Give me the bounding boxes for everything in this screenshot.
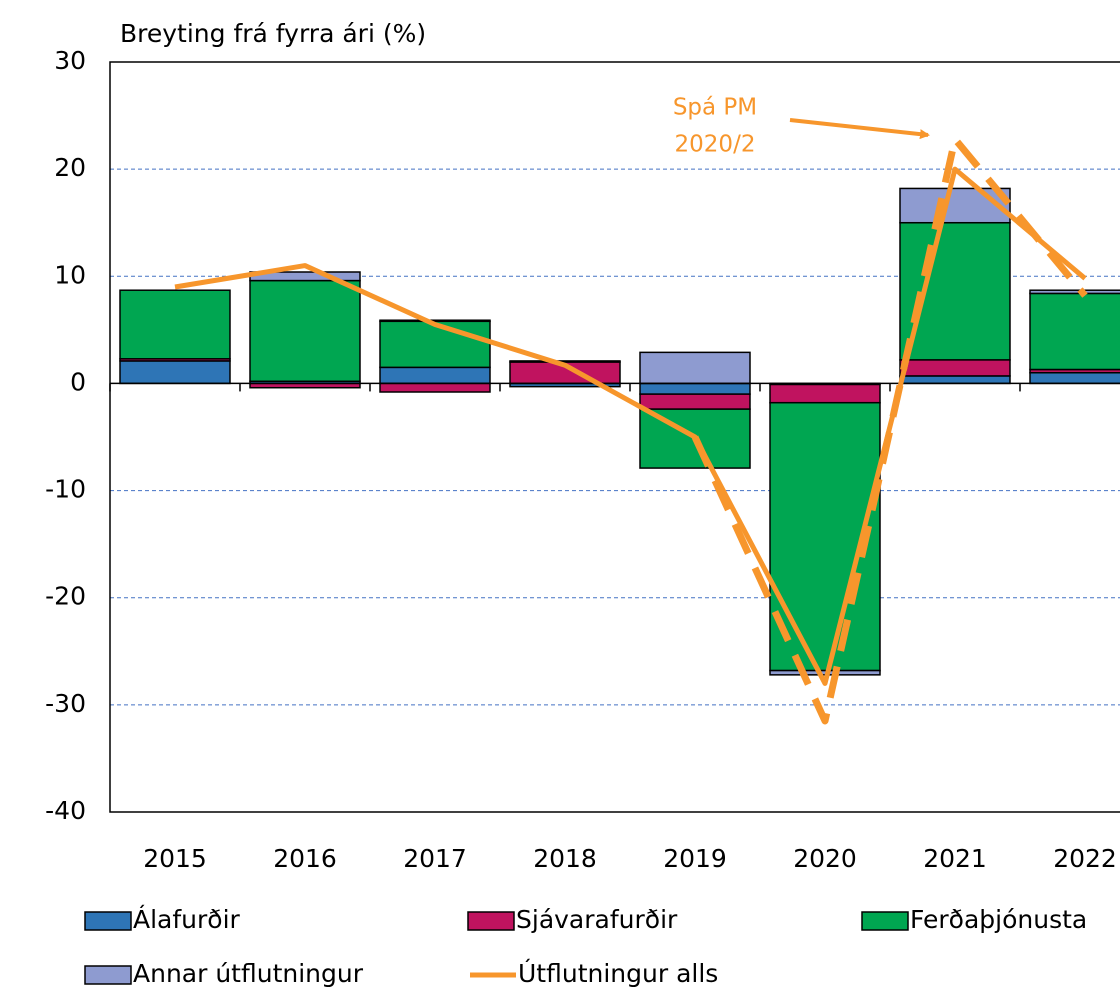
x-tick-label: 2016 [273, 844, 337, 873]
bar-segment [1029, 292, 1120, 371]
legend-label: Annar útflutningur [133, 959, 364, 988]
bar-segment [639, 351, 751, 385]
bar-segment [899, 359, 1011, 377]
bar-segment [509, 360, 621, 363]
bar-segment [249, 279, 361, 383]
bar-segment [639, 393, 751, 410]
x-tick-label: 2020 [793, 844, 857, 873]
forecast-line [691, 135, 1088, 725]
legend-label: Útflutningur alls [518, 958, 718, 988]
legend-swatch [467, 911, 515, 931]
legend-label: Ferðaþjónusta [910, 905, 1087, 934]
legend-label: Álafurðir [133, 905, 241, 934]
x-tick-label: 2018 [533, 844, 597, 873]
annotation-arrow [789, 118, 930, 140]
bar-segment [1029, 289, 1120, 295]
bar-segment [769, 383, 881, 404]
legend-swatch [84, 965, 132, 985]
x-tick-label: 2019 [663, 844, 727, 873]
bar-segment [1029, 371, 1120, 385]
bar-segment [119, 360, 231, 385]
y-tick-label: -30 [45, 689, 86, 718]
y-tick-label: 20 [54, 153, 86, 182]
bar-segment [899, 375, 1011, 385]
bar-segment [379, 320, 491, 369]
y-tick-label: 10 [54, 260, 86, 289]
plot-area [110, 62, 1120, 812]
legend-swatch [861, 911, 909, 931]
line [174, 166, 1087, 686]
bar-segment [379, 319, 491, 323]
annotation: Spá PM [673, 95, 757, 121]
y-tick-label: 30 [54, 46, 86, 75]
annotation: 2020/2 [675, 132, 756, 158]
y-axis-label: Breyting frá fyrra ári (%) [120, 19, 426, 48]
x-tick-label: 2021 [923, 844, 987, 873]
x-tick-label: 2017 [403, 844, 467, 873]
x-tick-label: 2015 [143, 844, 207, 873]
bar-segment [639, 382, 751, 395]
legend-swatch [84, 911, 132, 931]
x-tick-label: 2022 [1053, 844, 1117, 873]
y-tick-label: -20 [45, 582, 86, 611]
plot-frame [109, 61, 1120, 813]
legend-label: Sjávarafurðir [516, 905, 678, 934]
y-tick-label: -10 [45, 475, 86, 504]
bar-segment [119, 289, 231, 360]
y-tick-label: -40 [45, 796, 86, 825]
y-tick-label: 0 [70, 367, 86, 396]
bar-segment [899, 187, 1011, 224]
bar-segment [379, 366, 491, 385]
bar-segment [899, 221, 1011, 361]
bar-segment [379, 382, 491, 393]
